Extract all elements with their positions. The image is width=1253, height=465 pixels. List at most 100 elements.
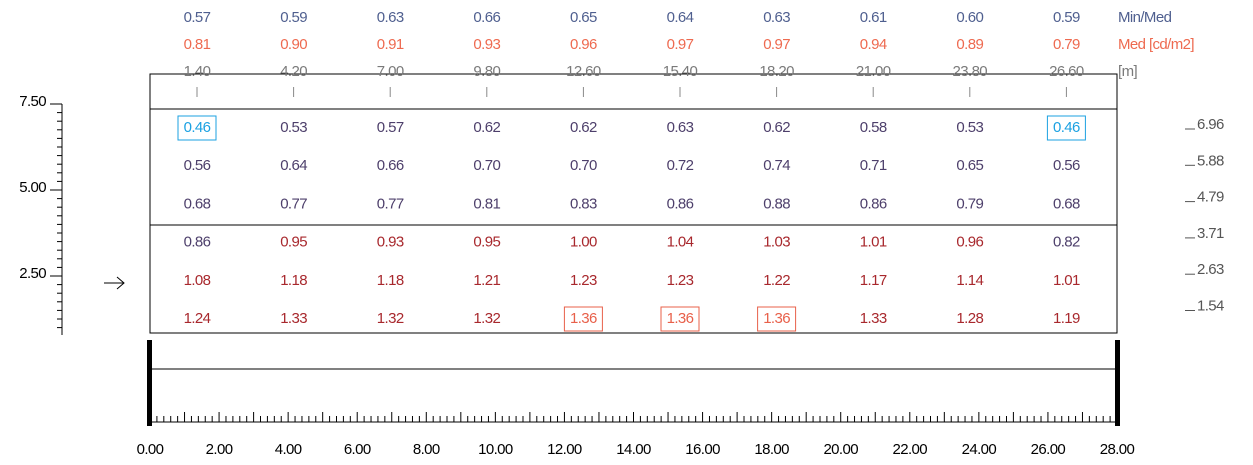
bottom-scale-label: 0.00 bbox=[137, 441, 164, 458]
grid-value: 1.24 bbox=[184, 310, 211, 327]
left-post bbox=[147, 340, 152, 426]
grid-value: 0.64 bbox=[280, 157, 307, 174]
bottom-scale-label: 18.00 bbox=[754, 441, 789, 458]
bottom-scale-label: 26.00 bbox=[1031, 441, 1066, 458]
min-box bbox=[1046, 115, 1086, 141]
grid-value: 1.19 bbox=[1053, 310, 1080, 327]
grid-value: 0.46 bbox=[184, 119, 211, 136]
bottom-scale-label: 20.00 bbox=[823, 441, 858, 458]
bottom-scale-label: 6.00 bbox=[344, 441, 371, 458]
max-box bbox=[563, 306, 603, 332]
min_med-value: 0.57 bbox=[184, 9, 211, 26]
positions-value: 12.60 bbox=[566, 63, 601, 80]
grid-value: 1.36 bbox=[570, 310, 597, 327]
med-value: 0.96 bbox=[570, 36, 597, 53]
left-scale-label: 5.00 bbox=[19, 179, 46, 196]
grid-value: 0.46 bbox=[1053, 119, 1080, 136]
grid-value: 0.95 bbox=[280, 234, 307, 251]
grid-value: 1.23 bbox=[667, 272, 694, 289]
grid-value: 0.56 bbox=[1053, 157, 1080, 174]
bottom-scale-label: 8.00 bbox=[413, 441, 440, 458]
med-value: 0.79 bbox=[1053, 36, 1080, 53]
positions-value: 15.40 bbox=[663, 63, 698, 80]
grid-value: 0.66 bbox=[377, 157, 404, 174]
grid-value: 1.01 bbox=[1053, 272, 1080, 289]
positions-value: 21.00 bbox=[856, 63, 891, 80]
min_med-value: 0.65 bbox=[570, 9, 597, 26]
grid-value: 1.18 bbox=[377, 272, 404, 289]
grid-value: 0.86 bbox=[667, 195, 694, 212]
grid-value: 0.56 bbox=[184, 157, 211, 174]
grid-value: 1.32 bbox=[473, 310, 500, 327]
min_med-value: 0.60 bbox=[956, 9, 983, 26]
med-value: 0.81 bbox=[184, 36, 211, 53]
min_med-value: 0.59 bbox=[1053, 9, 1080, 26]
grid-value: 1.22 bbox=[763, 272, 790, 289]
min_med-label: Min/Med bbox=[1118, 9, 1172, 26]
bottom-scale-label: 4.00 bbox=[275, 441, 302, 458]
grid-value: 1.14 bbox=[956, 272, 983, 289]
med-label: Med [cd/m2] bbox=[1118, 36, 1194, 53]
min_med-value: 0.63 bbox=[763, 9, 790, 26]
grid-value: 0.95 bbox=[473, 234, 500, 251]
med-value: 0.90 bbox=[280, 36, 307, 53]
grid-value: 1.36 bbox=[763, 310, 790, 327]
positions-value: 23.80 bbox=[953, 63, 988, 80]
grid-value: 1.33 bbox=[860, 310, 887, 327]
right-scale-label: 5.88 bbox=[1197, 152, 1224, 169]
grid-value: 1.08 bbox=[184, 272, 211, 289]
positions-value: 4.20 bbox=[280, 63, 307, 80]
min-box bbox=[177, 115, 217, 141]
grid-value: 0.86 bbox=[860, 195, 887, 212]
bottom-scale-label: 24.00 bbox=[962, 441, 997, 458]
med-value: 0.93 bbox=[473, 36, 500, 53]
grid-value: 0.96 bbox=[956, 234, 983, 251]
max-box bbox=[660, 306, 700, 332]
grid-value: 0.63 bbox=[667, 119, 694, 136]
grid-value: 1.36 bbox=[667, 310, 694, 327]
direction-arrow bbox=[104, 276, 125, 290]
grid-value: 0.70 bbox=[570, 157, 597, 174]
road-frame bbox=[149, 73, 1118, 334]
positions-value: 18.20 bbox=[759, 63, 794, 80]
bottom-scale-label: 16.00 bbox=[685, 441, 720, 458]
min_med-value: 0.61 bbox=[860, 9, 887, 26]
bottom-scale-label: 2.00 bbox=[206, 441, 233, 458]
grid-value: 0.81 bbox=[473, 195, 500, 212]
med-value: 0.97 bbox=[667, 36, 694, 53]
grid-value: 0.86 bbox=[184, 234, 211, 251]
positions-value: 1.40 bbox=[184, 63, 211, 80]
grid-value: 0.74 bbox=[763, 157, 790, 174]
grid-value: 0.70 bbox=[473, 157, 500, 174]
grid-value: 1.23 bbox=[570, 272, 597, 289]
right-scale-label: 2.63 bbox=[1197, 261, 1224, 278]
grid-value: 1.28 bbox=[956, 310, 983, 327]
med-value: 0.89 bbox=[956, 36, 983, 53]
grid-value: 0.62 bbox=[473, 119, 500, 136]
right-scale-label: 4.79 bbox=[1197, 189, 1224, 206]
grid-value: 0.68 bbox=[184, 195, 211, 212]
grid-value: 0.77 bbox=[377, 195, 404, 212]
right-scale-label: 1.54 bbox=[1197, 297, 1224, 314]
grid-value: 0.58 bbox=[860, 119, 887, 136]
min_med-value: 0.64 bbox=[667, 9, 694, 26]
positions-value: 9.80 bbox=[473, 63, 500, 80]
bottom-scale-label: 12.00 bbox=[547, 441, 582, 458]
grid-value: 1.03 bbox=[763, 234, 790, 251]
positions-label: [m] bbox=[1118, 63, 1137, 80]
grid-value: 1.04 bbox=[667, 234, 694, 251]
positions-value: 7.00 bbox=[377, 63, 404, 80]
bottom-scale-label: 14.00 bbox=[616, 441, 651, 458]
grid-value: 1.18 bbox=[280, 272, 307, 289]
right-scale-label: 6.96 bbox=[1197, 116, 1224, 133]
grid-value: 0.57 bbox=[377, 119, 404, 136]
med-value: 0.97 bbox=[763, 36, 790, 53]
grid-value: 0.82 bbox=[1053, 234, 1080, 251]
grid-value: 0.53 bbox=[956, 119, 983, 136]
grid-value: 0.79 bbox=[956, 195, 983, 212]
grid-value: 0.83 bbox=[570, 195, 597, 212]
right-post bbox=[1115, 340, 1120, 426]
grid-value: 1.33 bbox=[280, 310, 307, 327]
grid-value: 1.17 bbox=[860, 272, 887, 289]
